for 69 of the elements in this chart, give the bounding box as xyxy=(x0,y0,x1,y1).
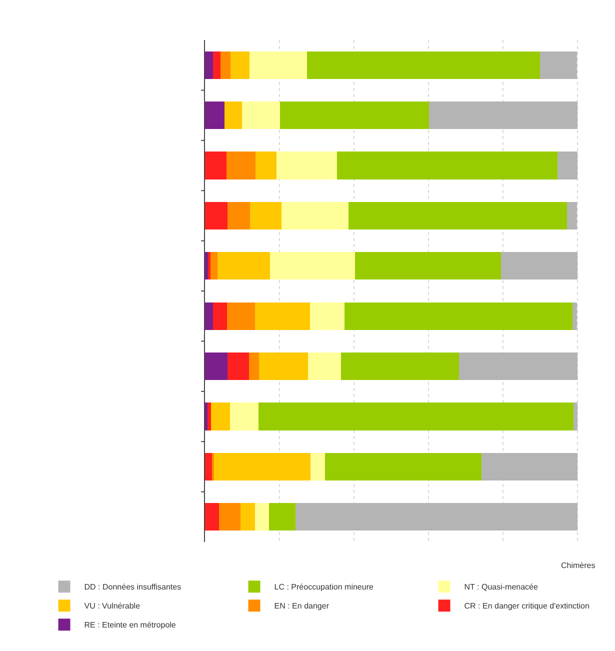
bar xyxy=(228,202,250,230)
bar xyxy=(280,102,430,130)
bar xyxy=(219,503,240,531)
bar xyxy=(242,102,280,130)
bar xyxy=(205,402,208,430)
bar xyxy=(355,252,502,280)
bar xyxy=(205,102,225,130)
bar xyxy=(208,252,211,280)
bar xyxy=(501,252,578,280)
bar xyxy=(205,302,213,330)
bar xyxy=(255,152,276,180)
bar xyxy=(250,202,282,230)
bar xyxy=(250,51,308,79)
bar xyxy=(344,302,573,330)
bar xyxy=(259,352,308,380)
legend-label: CR : En danger critique d'extinction xyxy=(464,602,590,611)
bar xyxy=(558,152,578,180)
bar xyxy=(572,302,578,330)
bar xyxy=(227,352,249,380)
bar xyxy=(226,152,256,180)
bar xyxy=(240,503,255,531)
bar xyxy=(269,503,296,531)
bar xyxy=(205,352,228,380)
bar xyxy=(214,452,310,481)
bar xyxy=(348,202,567,230)
bar xyxy=(540,51,578,79)
bar xyxy=(210,252,218,280)
bar xyxy=(230,51,250,79)
bar xyxy=(205,452,212,481)
bar xyxy=(282,202,348,230)
bar xyxy=(458,352,578,380)
bar xyxy=(230,402,259,430)
legend-label: VU : Vulnérable xyxy=(84,602,141,611)
bar xyxy=(310,302,344,330)
bar xyxy=(295,503,578,531)
bar xyxy=(205,152,227,180)
legend-label: RE : Eteinte en métropole xyxy=(84,620,176,630)
bar xyxy=(248,352,259,380)
bar xyxy=(205,503,220,531)
bar xyxy=(226,302,255,330)
bar xyxy=(254,503,270,531)
bar xyxy=(218,252,270,280)
bar xyxy=(270,252,356,280)
bar xyxy=(481,452,578,481)
bar xyxy=(258,402,574,430)
bar xyxy=(310,452,325,481)
bar xyxy=(566,202,578,230)
bar xyxy=(276,152,337,180)
bar xyxy=(308,352,341,380)
legend-label: EN : En danger xyxy=(274,602,330,611)
bar xyxy=(212,51,221,79)
legend-label: DD : Données insuffisantes xyxy=(84,582,182,592)
text: Chimères xyxy=(561,561,596,570)
bar xyxy=(324,452,482,481)
bar xyxy=(307,51,540,79)
bar xyxy=(574,402,578,430)
bar xyxy=(208,402,211,430)
bar xyxy=(210,402,230,430)
bar xyxy=(205,202,228,230)
bar xyxy=(340,352,459,380)
bar xyxy=(429,102,578,130)
bar xyxy=(336,152,558,180)
bar xyxy=(220,51,231,79)
bar xyxy=(205,51,213,79)
bar xyxy=(224,102,242,130)
legend-label: NT : Quasi-menacée xyxy=(464,582,538,592)
bar xyxy=(212,302,227,330)
bar xyxy=(254,302,310,330)
legend-label: LC : Préoccupation mineure xyxy=(274,582,374,592)
